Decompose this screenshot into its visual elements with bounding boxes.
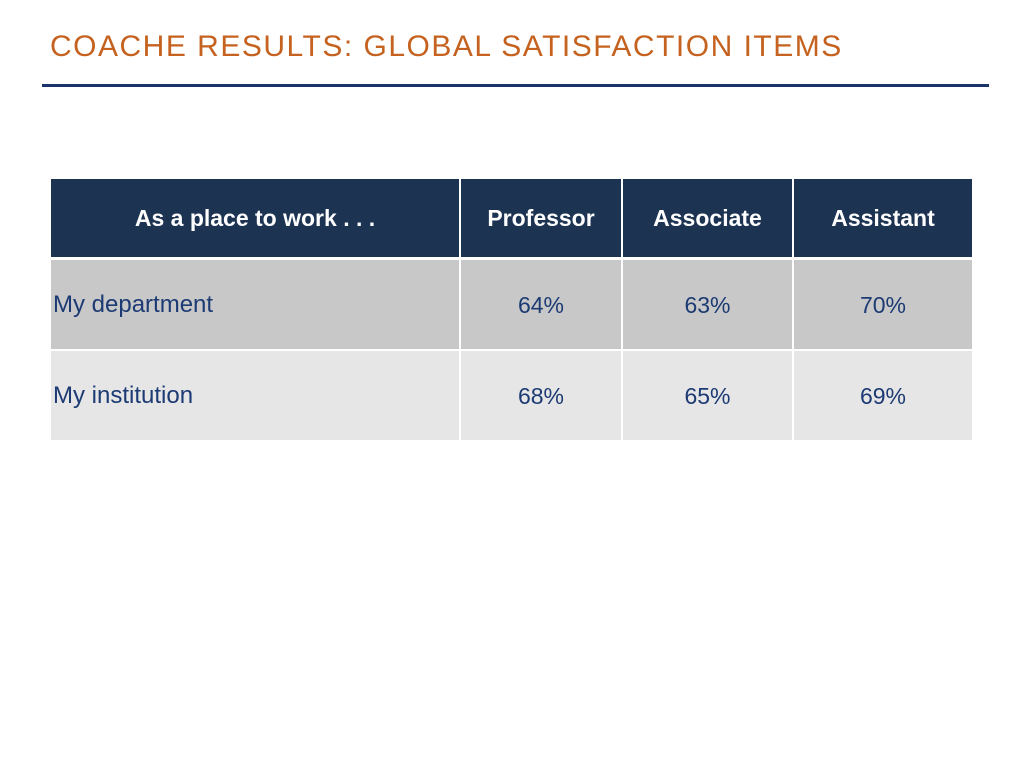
cell-department-associate: 63% <box>622 258 794 351</box>
slide-title: COACHE RESULTS: GLOBAL SATISFACTION ITEM… <box>50 30 843 63</box>
table-row-institution: My institution 68% 65% 69% <box>51 350 972 442</box>
cell-institution-associate: 65% <box>622 350 794 442</box>
row-label-department: My department <box>51 258 461 351</box>
cell-institution-professor: 68% <box>460 350 623 442</box>
row-label-institution: My institution <box>51 350 461 442</box>
table-row-department: My department 64% 63% 70% <box>51 258 972 351</box>
table-header-row: As a place to work . . . Professor Assoc… <box>51 179 972 260</box>
satisfaction-table: As a place to work . . . Professor Assoc… <box>51 179 972 442</box>
cell-department-professor: 64% <box>460 258 623 351</box>
cell-institution-assistant: 69% <box>793 350 972 442</box>
cell-department-assistant: 70% <box>793 258 972 351</box>
header-associate: Associate <box>622 179 794 260</box>
header-row-label: As a place to work . . . <box>51 179 461 260</box>
header-professor: Professor <box>460 179 623 260</box>
title-divider <box>42 84 989 87</box>
header-assistant: Assistant <box>793 179 972 260</box>
